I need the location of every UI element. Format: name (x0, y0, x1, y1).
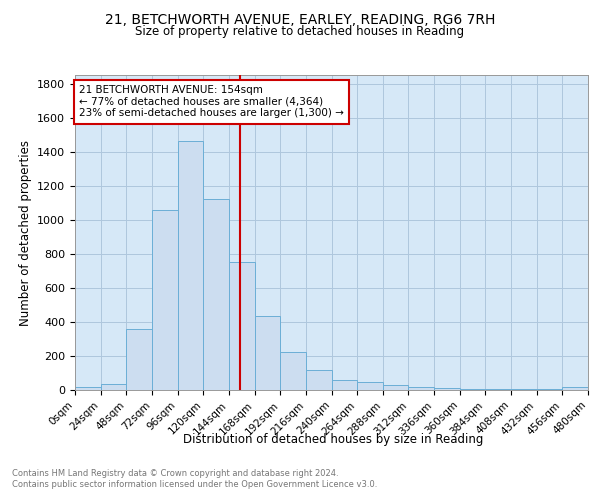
Bar (280, 352, 306, 390)
Bar (254, 316, 280, 390)
Bar (537, 389, 562, 390)
Bar (485, 389, 511, 390)
Bar (127, 328, 152, 390)
Bar (357, 382, 383, 390)
Bar (331, 380, 357, 390)
Bar (229, 262, 254, 390)
Text: Distribution of detached houses by size in Reading: Distribution of detached houses by size … (183, 432, 483, 446)
Bar (306, 370, 331, 390)
Bar (75, 388, 101, 390)
Bar (409, 386, 434, 390)
Bar (460, 388, 485, 390)
Bar (511, 389, 537, 390)
Text: 21, BETCHWORTH AVENUE, EARLEY, READING, RG6 7RH: 21, BETCHWORTH AVENUE, EARLEY, READING, … (105, 12, 495, 26)
Bar (203, 200, 229, 390)
Y-axis label: Number of detached properties: Number of detached properties (19, 140, 32, 326)
Text: 21 BETCHWORTH AVENUE: 154sqm
← 77% of detached houses are smaller (4,364)
23% of: 21 BETCHWORTH AVENUE: 154sqm ← 77% of de… (79, 85, 344, 118)
Bar (101, 384, 127, 390)
Bar (152, 210, 178, 390)
Bar (178, 142, 203, 390)
Bar (383, 386, 409, 390)
Bar (562, 388, 588, 390)
Bar (434, 388, 460, 390)
Text: Contains HM Land Registry data © Crown copyright and database right 2024.: Contains HM Land Registry data © Crown c… (12, 469, 338, 478)
Text: Contains public sector information licensed under the Open Government Licence v3: Contains public sector information licen… (12, 480, 377, 489)
Text: Size of property relative to detached houses in Reading: Size of property relative to detached ho… (136, 25, 464, 38)
